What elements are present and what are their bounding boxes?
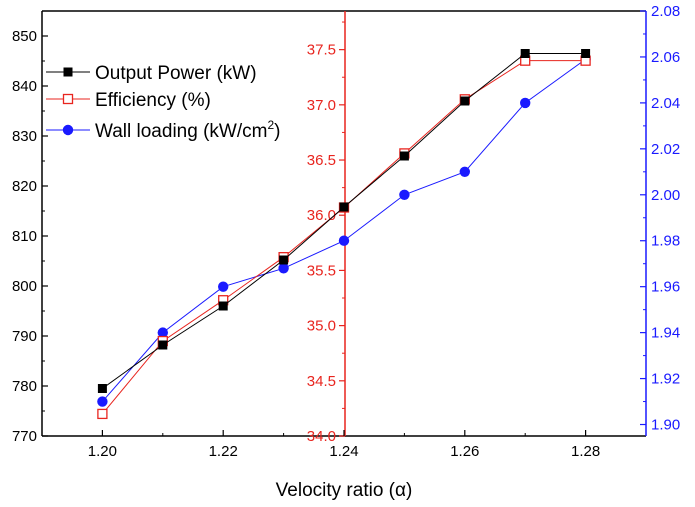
middle-tick-label: 36.5 [307, 152, 336, 169]
right-tick-label: 2.02 [651, 141, 680, 158]
legend: Output Power (kW) Efficiency (%) Wall load… [46, 63, 280, 142]
legend-item: Output Power (kW) [46, 63, 257, 84]
middle-tick-label: 34.0 [307, 428, 336, 445]
middle-tick-label: 37.0 [307, 97, 336, 114]
right-tick-label: 2.00 [651, 187, 680, 204]
left-tick-label: 840 [12, 78, 37, 95]
middle-tick-label: 35.5 [307, 262, 336, 279]
data-point [459, 166, 470, 178]
legend-item: Efficiency (%) [46, 90, 211, 111]
left-tick-label: 810 [12, 228, 37, 245]
left-tick-label: 780 [12, 378, 37, 395]
data-point [158, 340, 168, 350]
legend-marker [63, 67, 73, 77]
left-tick-label: 770 [12, 428, 37, 445]
right-tick-label: 1.96 [651, 279, 680, 296]
series-layer [97, 49, 591, 420]
left-tick-label: 800 [12, 278, 37, 295]
right-tick-label: 1.94 [651, 325, 680, 342]
middle-tick-label: 35.0 [307, 318, 336, 335]
x-tick-label: 1.20 [88, 443, 117, 460]
data-point [279, 255, 289, 265]
series-output-power [97, 49, 591, 393]
x-tick-label: 1.22 [209, 443, 238, 460]
x-axis-title: Velocity ratio (α) [276, 480, 413, 501]
middle-tick-label: 36.0 [307, 207, 336, 224]
legend-item: Wall loading (kW/cm2) [46, 118, 280, 142]
right-tick-label: 1.92 [651, 371, 680, 388]
right-tick-label: 2.08 [651, 3, 680, 20]
data-point [278, 263, 289, 274]
middle-y-axis: 34.0 34.5 35.0 35.5 36.0 36.5 37.0 37.5 [307, 11, 346, 445]
legend-label: Output Power (kW) [95, 63, 257, 84]
middle-tick-label: 37.5 [307, 42, 336, 59]
data-point [339, 202, 349, 212]
legend-marker [62, 124, 74, 136]
middle-tick-label: 34.5 [307, 373, 336, 390]
data-point [520, 97, 531, 109]
legend-marker [62, 93, 74, 105]
data-point [97, 384, 107, 393]
x-tick-label: 1.24 [329, 443, 358, 460]
data-point [157, 327, 168, 338]
right-tick-label: 1.98 [651, 233, 680, 250]
x-tick-label: 1.28 [571, 443, 600, 460]
legend-label: Efficiency (%) [95, 90, 211, 111]
data-point [399, 151, 409, 161]
left-tick-label: 820 [12, 178, 37, 195]
x-axis: 1.20 1.22 1.24 1.26 1.28 [88, 430, 600, 460]
left-y-axis: 770 780 790 800 810 820 830 840 850 [12, 11, 48, 445]
data-point [97, 396, 108, 407]
x-tick-label: 1.26 [450, 443, 479, 460]
data-point [97, 408, 108, 420]
data-point [218, 301, 228, 311]
data-point [338, 235, 350, 246]
right-tick-label: 1.90 [651, 417, 680, 434]
legend-label: Wall loading (kW/cm2) [95, 118, 280, 142]
data-point [218, 281, 229, 292]
data-point [520, 49, 530, 58]
data-point [581, 49, 591, 58]
right-y-axis: 1.90 1.92 1.94 1.96 1.98 2.00 2.02 2.04 2.06 2.08 [640, 3, 680, 436]
left-tick-label: 790 [12, 328, 37, 345]
left-tick-label: 850 [12, 28, 37, 45]
right-tick-label: 2.04 [651, 95, 680, 112]
data-point [399, 189, 410, 200]
left-tick-label: 830 [12, 128, 37, 145]
right-tick-label: 2.06 [651, 49, 680, 66]
data-point [460, 96, 470, 106]
